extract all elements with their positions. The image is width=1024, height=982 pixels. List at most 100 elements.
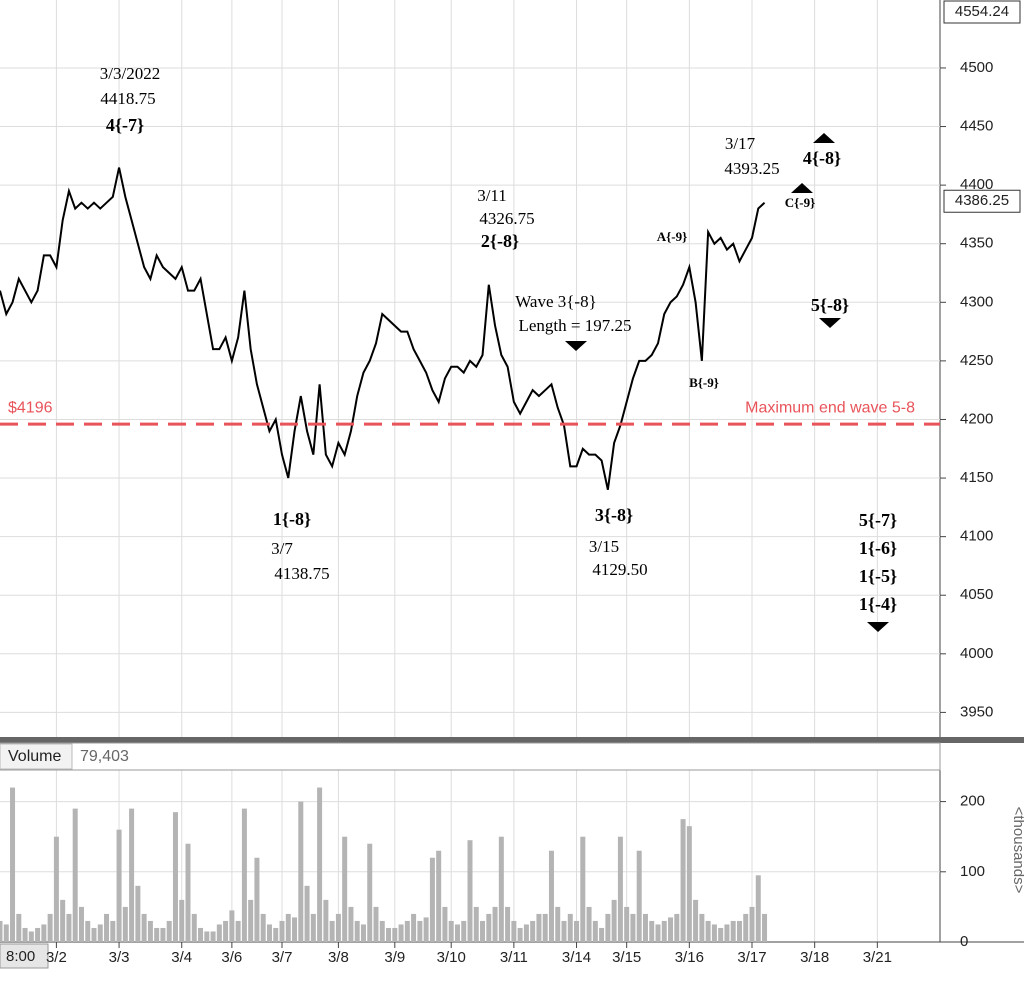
volume-bar (749, 906, 755, 942)
annotation: 1{-5} (859, 566, 897, 586)
x-tick-label: 3/21 (863, 949, 892, 966)
volume-bar (198, 927, 204, 942)
volume-bar (304, 885, 310, 942)
volume-bar (649, 920, 655, 942)
volume-bar (668, 917, 674, 942)
volume-bar (116, 829, 122, 942)
volume-bar (78, 906, 84, 942)
volume-bar (724, 924, 730, 942)
triangle-down (565, 341, 587, 351)
volume-bar (586, 906, 592, 942)
volume-bar (66, 913, 72, 942)
volume-bar (542, 913, 548, 942)
y-tick-label: 4350 (960, 235, 993, 252)
annotation: 4138.75 (274, 564, 329, 583)
x-tick-label: 3/14 (562, 949, 591, 966)
volume-bar (743, 913, 749, 942)
volume-bar (91, 927, 97, 942)
volume-bar (235, 920, 241, 942)
annotation: 4129.50 (592, 560, 647, 579)
x-tick-label: 3/18 (800, 949, 829, 966)
triangle-up (813, 133, 835, 143)
volume-bar (561, 920, 567, 942)
annotation: 5{-7} (859, 510, 897, 530)
volume-bar (636, 850, 642, 942)
y-tick-label: 0 (960, 933, 968, 950)
volume-bar (53, 836, 59, 942)
annotation: 3/3/2022 (100, 64, 160, 83)
x-tick-label: 3/15 (612, 949, 641, 966)
y-tick-label: 4050 (960, 586, 993, 603)
volume-bar (511, 920, 517, 942)
y-tick-label: 4450 (960, 118, 993, 135)
x-tick-label: 3/16 (675, 949, 704, 966)
volume-bar (480, 920, 486, 942)
volume-bar (611, 899, 617, 942)
annotation: 4{-8} (803, 148, 841, 168)
x-tick-label: 3/6 (221, 949, 242, 966)
volume-bar (461, 920, 467, 942)
volume-bar (310, 913, 316, 942)
volume-bar (191, 913, 197, 942)
volume-bar (624, 906, 630, 942)
volume-bar (373, 906, 379, 942)
y-tick-label: 4500 (960, 59, 993, 76)
volume-bar (467, 840, 473, 942)
annotation: Wave 3{-8} (515, 292, 597, 311)
triangle-up (791, 183, 813, 193)
volume-bar (730, 920, 736, 942)
volume-bar (417, 920, 423, 942)
volume-bar (536, 913, 542, 942)
y-tick-label: 4200 (960, 410, 993, 427)
annotation: 1{-4} (859, 594, 897, 614)
volume-title: Volume (8, 748, 61, 765)
volume-bar (35, 927, 41, 942)
annotation: 1{-6} (859, 538, 897, 558)
volume-bar (762, 913, 768, 942)
volume-bar (699, 913, 705, 942)
volume-bar (28, 931, 34, 942)
volume-bar (486, 913, 492, 942)
volume-bar (154, 927, 160, 942)
volume-bar (16, 913, 22, 942)
volume-bar (254, 857, 260, 942)
x-tick-label: 3/11 (500, 949, 528, 966)
volume-bar (97, 924, 103, 942)
volume-bar (523, 924, 529, 942)
price-line (0, 167, 766, 490)
volume-bar (292, 917, 298, 942)
volume-bar (429, 857, 435, 942)
x-tick-label: 3/8 (328, 949, 349, 966)
volume-bar (617, 836, 623, 942)
triangle-down (819, 318, 841, 328)
volume-bar (216, 924, 222, 942)
annotation: 4326.75 (479, 209, 534, 228)
volume-bar (555, 906, 561, 942)
y-tick-label: 4300 (960, 293, 993, 310)
x-tick-label: 3/3 (109, 949, 130, 966)
volume-bar (342, 836, 348, 942)
volume-bar (642, 913, 648, 942)
volume-bar (386, 927, 392, 942)
annotation: 1{-8} (273, 509, 311, 529)
annotation: 3/15 (589, 537, 619, 556)
volume-bar (260, 913, 266, 942)
volume-bar (574, 920, 580, 942)
volume-bar (335, 913, 341, 942)
volume-bar (104, 913, 110, 942)
annotation: 2{-8} (481, 231, 519, 251)
volume-bar (705, 920, 711, 942)
x-tick-label: 3/4 (171, 949, 192, 966)
volume-bar (0, 920, 3, 942)
volume-value: 79,403 (80, 748, 129, 765)
volume-bar (530, 920, 536, 942)
volume-bar (605, 913, 611, 942)
volume-bar (47, 913, 53, 942)
x-tick-label: 3/2 (46, 949, 67, 966)
volume-bar (755, 875, 761, 942)
volume-bar (3, 924, 9, 942)
y-tick-label: 4400 (960, 176, 993, 193)
volume-header (0, 742, 941, 771)
volume-bar (179, 899, 185, 942)
